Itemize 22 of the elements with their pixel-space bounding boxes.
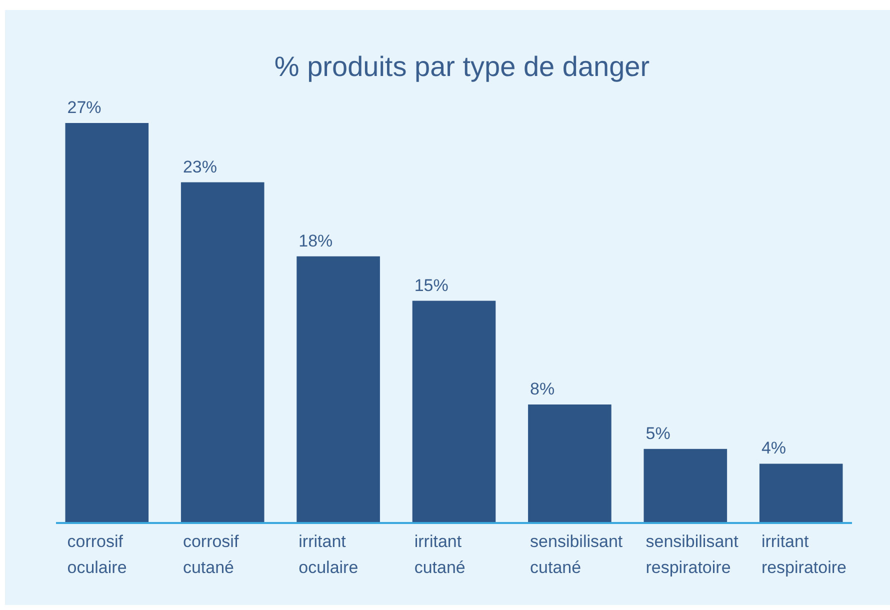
x-tick-label: irritant oculaire [298, 532, 358, 577]
x-tick-label: irritant cutané [414, 532, 466, 577]
bar [412, 300, 496, 523]
data-label: 8% [530, 379, 555, 398]
bar [759, 464, 843, 523]
x-tick-label: corrosif cutané [182, 532, 239, 577]
x-tick-label: sensibilisant cutané [530, 532, 623, 577]
bar [528, 404, 612, 523]
x-tick-label: corrosif oculaire [67, 532, 127, 577]
data-label: 27% [67, 98, 102, 117]
data-label: 4% [761, 438, 786, 458]
bar [644, 448, 728, 523]
data-label: 15% [414, 276, 448, 295]
bar [180, 182, 264, 523]
bar [296, 256, 380, 523]
x-tick-label: irritant respiratoire [761, 532, 846, 577]
x-tick-label: sensibilisant respiratoire [646, 532, 739, 577]
data-label: 23% [182, 157, 217, 176]
data-label: 18% [298, 231, 333, 250]
chart-title: % produits par type de danger [274, 51, 650, 82]
data-label: 5% [646, 424, 670, 443]
bar [65, 123, 149, 523]
